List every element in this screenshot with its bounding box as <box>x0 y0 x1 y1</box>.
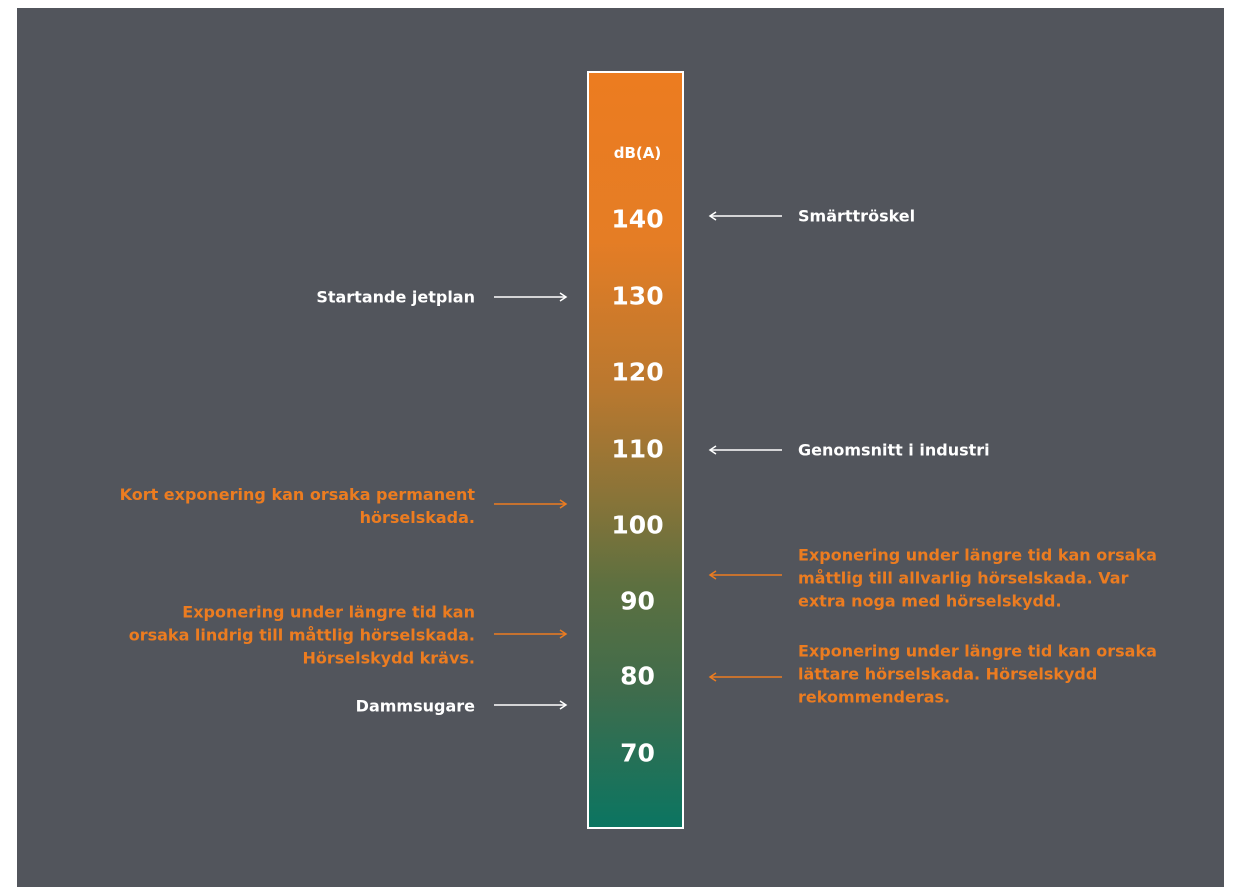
annotation-mild-moderate-damage: Exponering under längre tid kan orsaka l… <box>129 601 475 670</box>
arrow-right-icon <box>494 699 568 711</box>
annotation-moderate-severe-damage: Exponering under längre tid kan orsaka m… <box>798 544 1157 613</box>
arrow-right-icon <box>494 498 568 510</box>
tick-100: 100 <box>611 510 664 540</box>
annotation-pain-threshold: Smärttröskel <box>798 205 915 228</box>
annotation-text: Exponering under längre tid kan orsaka m… <box>798 545 1157 611</box>
arrow-right-icon <box>494 628 568 640</box>
annotation-short-exposure: Kort exponering kan orsaka permanent hör… <box>120 483 475 529</box>
annotation-text: Genomsnitt i industri <box>798 440 990 460</box>
tick-70: 70 <box>620 738 655 768</box>
decibel-scale-bar: dB(A) 140 130 120 110 100 90 80 70 <box>587 71 684 829</box>
arrow-left-icon <box>708 671 782 683</box>
annotation-industry-average: Genomsnitt i industri <box>798 439 990 462</box>
annotation-text: Exponering under längre tid kan orsaka l… <box>128 602 475 668</box>
annotation-light-damage: Exponering under längre tid kan orsaka l… <box>798 640 1157 709</box>
annotation-text: Smärttröskel <box>798 206 916 226</box>
annotation-text: Startande jetplan <box>316 287 475 307</box>
annotation-text: Kort exponering kan orsaka permanent hör… <box>119 485 475 527</box>
arrow-left-icon <box>708 569 782 581</box>
tick-110: 110 <box>611 434 664 464</box>
annotation-text: Exponering under längre tid kan orsaka l… <box>798 641 1157 707</box>
annotation-vacuum-cleaner: Dammsugare <box>356 695 475 718</box>
tick-130: 130 <box>611 281 664 311</box>
arrow-left-icon <box>708 210 782 222</box>
tick-120: 120 <box>611 357 664 387</box>
unit-label: dB(A) <box>613 144 662 162</box>
annotation-text: Dammsugare <box>355 696 475 716</box>
arrow-right-icon <box>494 291 568 303</box>
arrow-left-icon <box>708 444 782 456</box>
tick-90: 90 <box>620 586 655 616</box>
tick-80: 80 <box>620 661 655 691</box>
annotation-jet-takeoff: Startande jetplan <box>316 286 475 309</box>
tick-140: 140 <box>611 204 664 234</box>
